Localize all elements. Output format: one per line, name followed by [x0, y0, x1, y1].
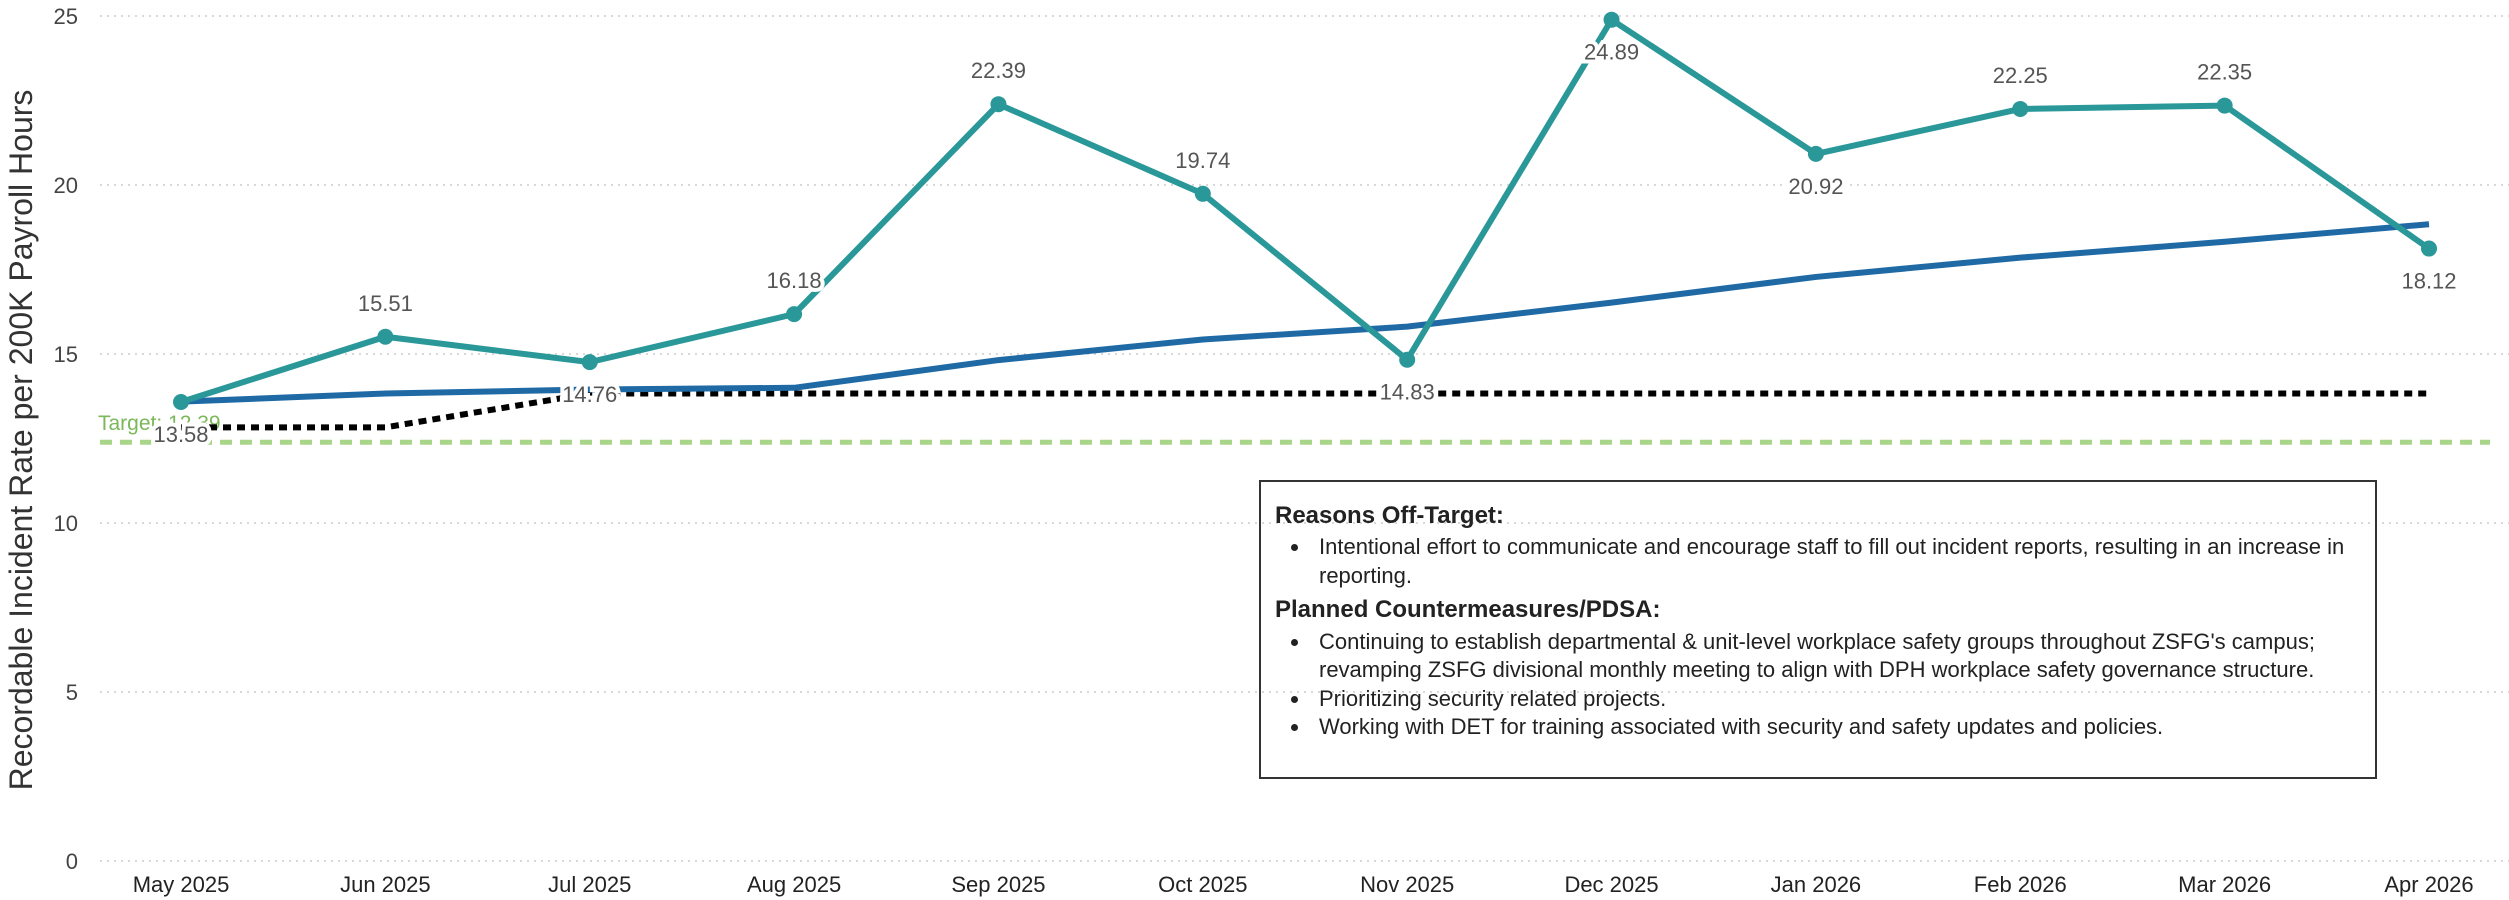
data-label: 18.12	[2401, 269, 2456, 294]
data-label: 13.58	[153, 422, 208, 447]
x-tick-label: Aug 2025	[747, 872, 841, 897]
section-heading: Reasons Off-Target:	[1275, 502, 1504, 529]
point	[1807, 145, 1824, 162]
y-tick-label: 20	[54, 173, 78, 198]
x-tick-label: Jun 2025	[340, 872, 431, 897]
point	[581, 354, 598, 371]
point	[173, 393, 189, 410]
point	[2012, 100, 2029, 117]
x-tick-label: Dec 2025	[1564, 872, 1658, 897]
point	[377, 328, 394, 345]
data-label: 22.39	[971, 58, 1026, 83]
x-tick-label: Apr 2026	[2384, 872, 2473, 897]
y-tick-label: 5	[66, 680, 78, 705]
bullet: Intentional effort to communicate and en…	[1311, 533, 2361, 590]
x-tick-label: Sep 2025	[951, 872, 1045, 897]
y-axis-title: Recordable Incident Rate per 200K Payrol…	[3, 90, 39, 791]
x-tick-label: Jan 2026	[1771, 872, 1862, 897]
y-tick-label: 25	[54, 4, 78, 29]
data-label: 15.51	[358, 291, 413, 316]
point	[2216, 97, 2233, 114]
x-tick-label: Oct 2025	[1158, 872, 1247, 897]
annotation-box: Reasons Off-Target: Intentional effort to…	[1259, 480, 2377, 779]
data-label: 14.76	[562, 382, 617, 407]
target-label: Target: 12.39	[98, 412, 221, 435]
point	[990, 96, 1007, 113]
y-tick-label: 10	[54, 511, 78, 536]
data-label: 19.74	[1175, 148, 1230, 173]
x-tick-label: Feb 2026	[1974, 872, 2067, 897]
x-tick-label: Mar 2026	[2178, 872, 2271, 897]
section-heading: Planned Countermeasures/PDSA:	[1275, 596, 1661, 624]
data-label: 20.92	[1788, 174, 1843, 199]
y-tick-label: 15	[54, 342, 78, 367]
data-label: 16.18	[767, 268, 822, 293]
series-line	[180, 16, 2431, 405]
series-line	[180, 221, 2430, 405]
bullet: Continuing to establish departmental & u…	[1311, 628, 2361, 685]
y-tick-label: 0	[66, 849, 78, 874]
bullet: Prioritizing security related projects.	[1311, 685, 2361, 714]
bullet-list: Intentional effort to communicate and en…	[1275, 533, 2361, 590]
series-line	[181, 390, 2429, 431]
point	[1603, 11, 1620, 28]
bullet-list: Continuing to establish departmental & u…	[1275, 628, 2361, 742]
data-label: 24.89	[1584, 40, 1639, 65]
point	[1194, 185, 1211, 202]
x-tick-label: Jul 2025	[548, 872, 631, 897]
data-label: 14.83	[1380, 380, 1435, 405]
bullet: Working with DET for training associated…	[1311, 713, 2361, 742]
data-label: 22.35	[2197, 60, 2252, 85]
x-tick-label: Nov 2025	[1360, 872, 1454, 897]
data-label: 22.25	[1993, 63, 2048, 88]
point	[1399, 351, 1416, 368]
point	[786, 306, 803, 323]
point	[2421, 240, 2437, 257]
x-tick-label: May 2025	[133, 872, 230, 897]
